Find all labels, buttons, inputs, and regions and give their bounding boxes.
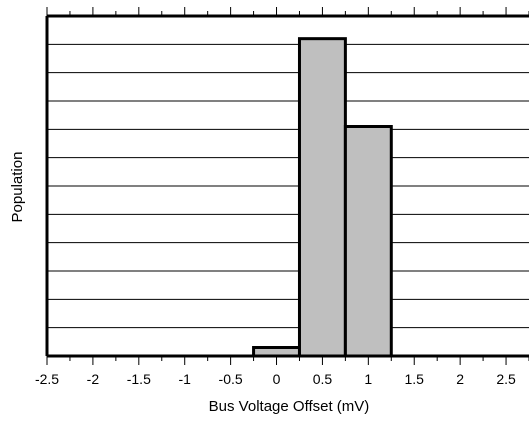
y-axis-label: Population: [9, 152, 26, 223]
x-tick-label: 2: [456, 371, 464, 387]
x-tick-label: -2.5: [35, 371, 59, 387]
x-tick-label: 0.5: [313, 371, 333, 387]
x-tick-label: 1.5: [405, 371, 425, 387]
axis-layer: [45, 14, 529, 358]
histogram-bar: [297, 37, 347, 358]
bar-layer: [252, 37, 393, 358]
x-tick-label: -2: [87, 371, 100, 387]
grid-layer: [47, 43, 529, 329]
tick-layer: -2.5 -2 -1.5 -1 -0.5 0 0.5 1 1.5 2 2.5: [35, 7, 529, 387]
histogram-bar: [343, 125, 393, 358]
x-tick-label: 2.5: [496, 371, 516, 387]
x-tick-label: 0: [273, 371, 281, 387]
x-tick-label: -1: [178, 371, 191, 387]
x-tick-label: -1.5: [127, 371, 151, 387]
x-tick-label: -0.5: [219, 371, 243, 387]
x-axis-label: Bus Voltage Offset (mV): [209, 398, 370, 415]
x-tick-label: 1: [364, 371, 372, 387]
